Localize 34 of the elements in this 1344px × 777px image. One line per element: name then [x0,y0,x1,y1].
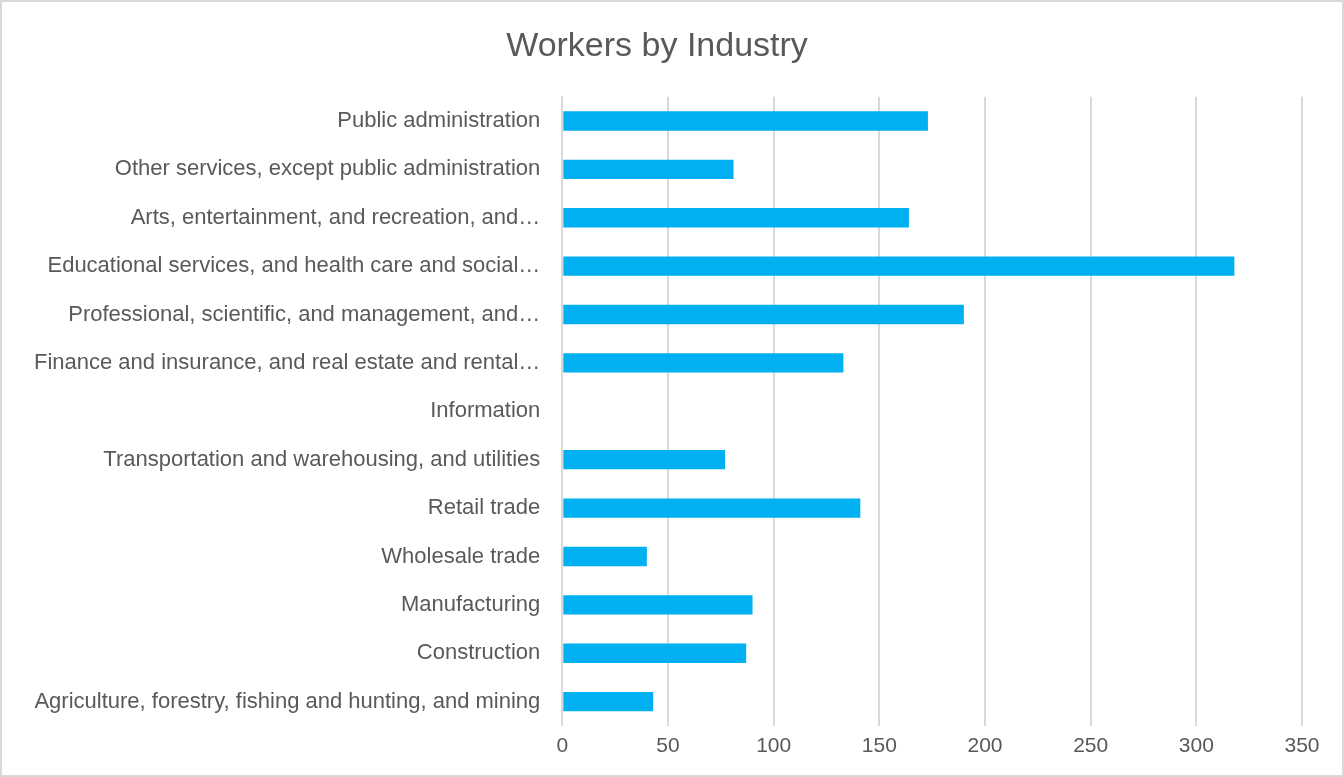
bar [563,159,734,180]
bar [563,691,654,712]
x-tick-label: 150 [861,733,897,757]
y-tick-label: Other services, except public administration [114,155,541,181]
y-tick-label: Professional, scientific, and management, and… [68,300,541,326]
bar [563,256,1235,276]
bar [563,304,964,325]
y-tick-label: Educational services, and health care and social… [47,252,541,278]
bar [563,111,928,131]
y-tick-label: Arts, entertainment, and recreation, and… [130,203,541,229]
bar [563,643,747,663]
x-tick-label: 50 [656,733,680,757]
x-tick-label: 200 [967,733,1003,757]
x-tick-label: 0 [556,733,569,757]
bar [563,450,726,470]
y-tick-label: Agriculture, forestry, fishing and hunting, and mining [34,687,541,713]
x-tick-label: 350 [1284,733,1320,757]
x-tick-label: 100 [756,733,792,757]
bar [563,595,753,615]
y-tick-label: Manufacturing [400,590,541,616]
bar [563,353,844,373]
y-tick-label: Public administration [337,107,541,133]
y-tick-label: Finance and insurance, and real estate and rental… [33,348,541,374]
y-tick-label: Retail trade [427,494,541,520]
x-tick-label: 300 [1178,733,1214,757]
y-tick-label: Construction [416,639,541,665]
bar [563,498,861,518]
y-tick-label: Information [430,397,541,423]
bar [563,546,647,567]
x-tick-label: 250 [1073,733,1109,757]
y-tick-label: Wholesale trade [381,542,541,568]
y-tick-label: Transportation and warehousing, and utilities [103,445,541,471]
bar [563,208,909,228]
chart-title: Workers by Industry [506,24,808,63]
